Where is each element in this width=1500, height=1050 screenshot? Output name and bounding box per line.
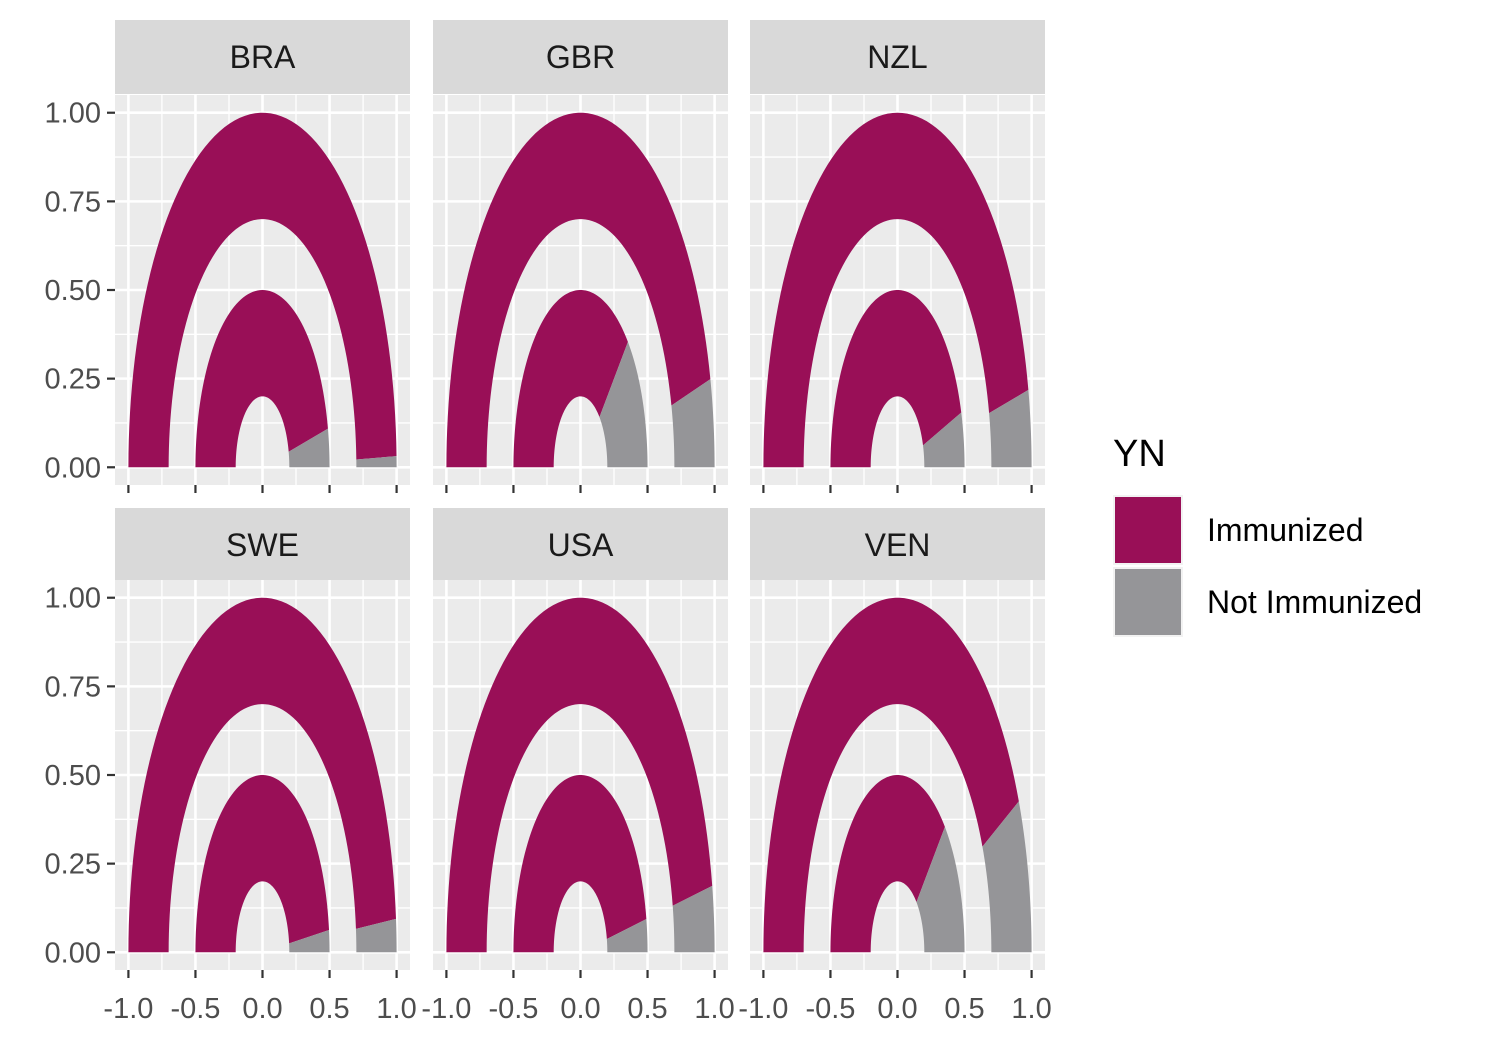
y-tick-label: 0.00 xyxy=(45,452,101,484)
x-tick-label: -0.5 xyxy=(488,993,538,1025)
legend-title: YN xyxy=(1113,433,1166,475)
x-tick-label: -1.0 xyxy=(738,993,788,1025)
inner-ring-immunized xyxy=(830,290,962,468)
x-tick-label: 1.0 xyxy=(1011,993,1051,1025)
facet-label: VEN xyxy=(865,527,931,563)
legend-swatch xyxy=(1115,569,1181,635)
outer-ring-not-immunized xyxy=(989,389,1032,468)
outer-ring-not-immunized xyxy=(671,379,715,468)
x-tick-label: 0.0 xyxy=(560,993,600,1025)
legend-label: Not Immunized xyxy=(1207,584,1422,620)
facet-label: BRA xyxy=(230,39,296,75)
y-tick-label: 0.75 xyxy=(45,186,101,218)
outer-ring-not-immunized xyxy=(356,456,397,468)
inner-ring-not-immunized xyxy=(916,826,965,953)
y-tick-label: 1.00 xyxy=(45,583,101,615)
inner-ring-immunized xyxy=(513,775,647,953)
y-tick-label: 1.00 xyxy=(45,98,101,130)
outer-ring-not-immunized xyxy=(355,918,397,953)
x-tick-label: 0.5 xyxy=(944,993,984,1025)
outer-ring-not-immunized xyxy=(982,801,1032,953)
inner-ring-not-immunized xyxy=(599,341,648,468)
facet-label: NZL xyxy=(867,39,927,75)
facet-strip xyxy=(433,508,728,582)
x-tick-label: -0.5 xyxy=(805,993,855,1025)
inner-ring-immunized xyxy=(195,775,330,953)
inner-ring-not-immunized xyxy=(923,412,965,468)
outer-ring-immunized xyxy=(128,597,396,953)
outer-ring-not-immunized xyxy=(672,885,715,953)
y-tick-label: 0.75 xyxy=(45,671,101,703)
x-tick-label: 0.0 xyxy=(877,993,917,1025)
facet-strip xyxy=(433,20,728,94)
outer-ring-immunized xyxy=(763,112,1029,468)
inner-ring-not-immunized xyxy=(288,428,330,468)
x-tick-label: 0.0 xyxy=(242,993,282,1025)
facet-label: GBR xyxy=(546,39,615,75)
inner-ring-immunized xyxy=(830,775,945,953)
facet-strip xyxy=(750,20,1045,94)
y-tick-label: 0.25 xyxy=(45,364,101,396)
outer-ring-immunized xyxy=(763,597,1019,953)
x-tick-label: 0.5 xyxy=(309,993,349,1025)
outer-ring-immunized xyxy=(128,112,397,468)
legend-label: Immunized xyxy=(1207,512,1364,548)
outer-ring-immunized xyxy=(446,597,713,953)
inner-ring-not-immunized xyxy=(289,930,330,953)
inner-ring-immunized xyxy=(513,290,628,468)
inner-ring-not-immunized xyxy=(606,919,648,953)
inner-ring-immunized xyxy=(195,290,328,468)
facet-strip xyxy=(750,508,1045,582)
facet-label: USA xyxy=(548,527,614,563)
legend-swatch xyxy=(1115,497,1181,563)
x-tick-label: -0.5 xyxy=(170,993,220,1025)
facet-strip xyxy=(115,508,410,582)
facet-strip xyxy=(115,20,410,94)
x-tick-label: 0.5 xyxy=(627,993,667,1025)
y-tick-label: 0.25 xyxy=(45,849,101,881)
x-tick-label: -1.0 xyxy=(103,993,153,1025)
facet-label: SWE xyxy=(226,527,299,563)
x-tick-label: -1.0 xyxy=(421,993,471,1025)
outer-ring-immunized xyxy=(446,112,711,468)
y-tick-label: 0.00 xyxy=(45,937,101,969)
y-tick-label: 0.50 xyxy=(45,760,101,792)
y-tick-label: 0.50 xyxy=(45,275,101,307)
x-tick-label: 1.0 xyxy=(376,993,416,1025)
x-tick-label: 1.0 xyxy=(694,993,734,1025)
